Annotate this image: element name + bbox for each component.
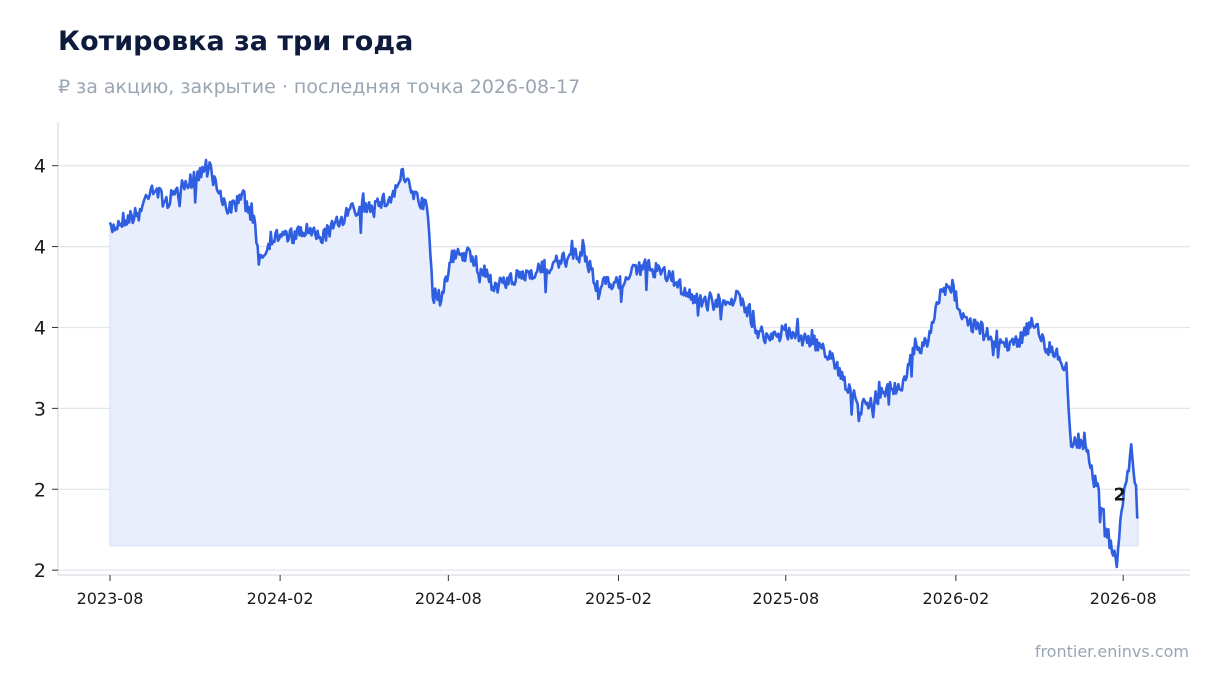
y-tick-label: 2: [34, 560, 46, 582]
y-tick-label: 3: [34, 398, 46, 420]
y-axis-ticks: 2 2 3 4 4 4: [34, 156, 58, 582]
x-tick-label: 2026-02: [922, 589, 989, 608]
x-tick-label: 2024-08: [415, 589, 482, 608]
axes: [57, 122, 1190, 576]
x-tick-label: 2025-08: [752, 589, 819, 608]
x-tick-label: 2025-02: [585, 589, 652, 608]
chart-title: Котировка за три года: [58, 26, 414, 57]
y-tick-label: 4: [34, 156, 46, 178]
last-value-label: 2: [1113, 484, 1126, 505]
source-credit: frontier.eninvs.com: [1034, 642, 1189, 661]
x-axis-ticks: 2023-08 2024-02 2024-08 2025-02 2025-08 2026-…: [77, 575, 1157, 608]
y-tick-label: 4: [34, 237, 46, 259]
x-tick-label: 2026-08: [1090, 589, 1157, 608]
price-line: [108, 158, 1140, 569]
chart-subtitle: ₽ за акцию, закрытие · последняя точка 2…: [58, 76, 581, 98]
y-tick-label: 2: [34, 479, 46, 501]
plot-area: 2: [108, 158, 1140, 569]
x-tick-label: 2023-08: [77, 589, 144, 608]
x-tick-label: 2024-02: [247, 589, 314, 608]
y-tick-label: 4: [34, 317, 46, 339]
price-area-fill: [109, 160, 1139, 568]
